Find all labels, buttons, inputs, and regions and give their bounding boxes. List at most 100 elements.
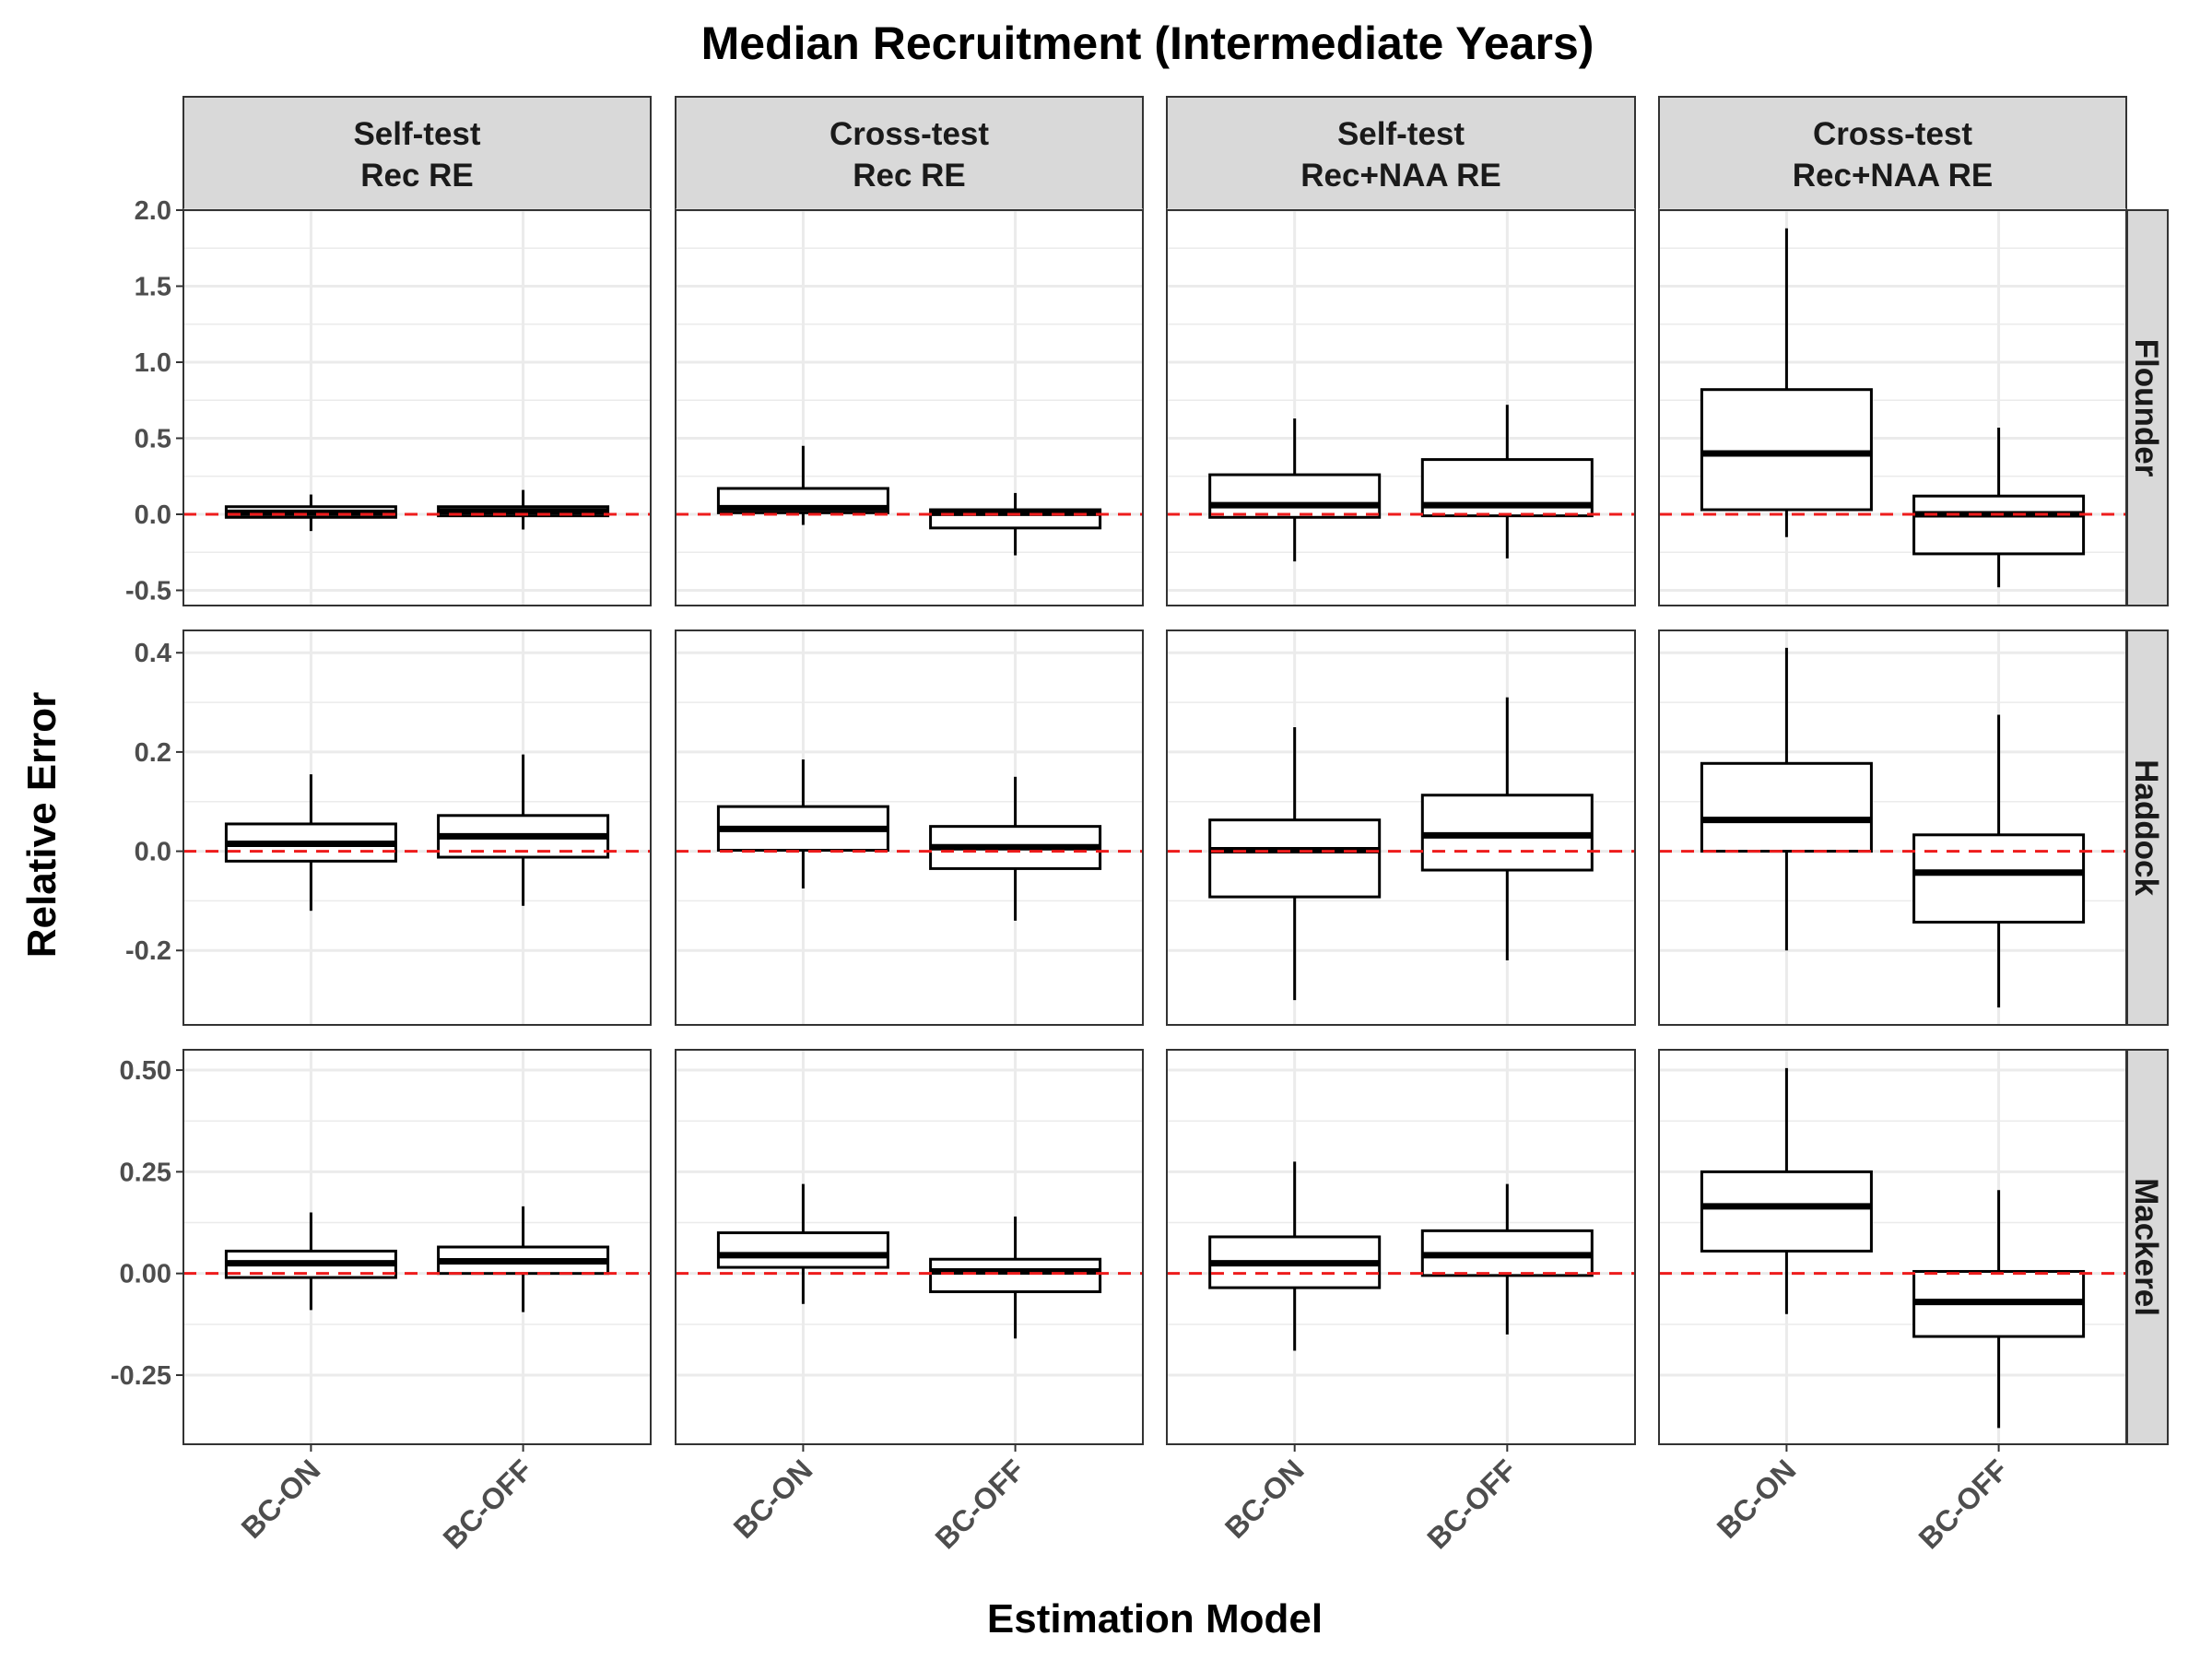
facet-strip-label: Cross-test — [1813, 116, 1972, 152]
x-tick-label: BC-ON — [1218, 1453, 1311, 1545]
facet-strip-column — [675, 96, 1144, 211]
boxplot-bc-off — [929, 776, 1102, 921]
panel-border — [182, 209, 652, 606]
box-iqr — [1912, 833, 2086, 924]
panel — [1658, 1049, 2127, 1445]
y-tick-label: 0.25 — [120, 1158, 171, 1187]
panel-grid: Self-test Rec RE Cross-test Rec RE Self-test… — [111, 96, 2169, 1555]
panel-border — [675, 629, 1144, 1026]
panel — [1658, 208, 2127, 606]
boxplot-bc-off — [437, 489, 610, 530]
facet-strip-column — [1166, 96, 1636, 211]
facet-strip-row — [2126, 209, 2169, 606]
panel-border — [675, 1049, 1144, 1445]
panel — [182, 208, 652, 606]
boxplot-bc-on — [716, 1183, 889, 1304]
panel-border — [1658, 1049, 2127, 1445]
boxplot-bc-on — [1700, 1067, 1873, 1314]
facet-strip-row — [2126, 629, 2169, 1026]
facet-strip-label: Rec RE — [360, 158, 474, 194]
boxplot-bc-on — [224, 774, 397, 912]
x-tick-label: BC-OFF — [437, 1453, 539, 1555]
boxplot-bc-on — [716, 445, 889, 525]
box-iqr — [1700, 388, 1873, 512]
boxplot-bc-on — [1700, 228, 1873, 537]
x-axis-title: Estimation Model — [987, 1596, 1323, 1641]
panel-background — [676, 210, 1143, 606]
y-axis-title: Relative Error — [19, 692, 65, 959]
boxplot-bc-on — [1208, 1161, 1382, 1351]
y-tick-label: 0.5 — [135, 425, 171, 454]
panel-border — [1166, 1049, 1636, 1445]
x-tick-label: BC-ON — [235, 1453, 327, 1545]
x-tick-label: BC-OFF — [929, 1453, 1031, 1555]
panel-border — [1166, 629, 1636, 1026]
y-tick-label: -0.5 — [125, 577, 171, 606]
boxplot-bc-off — [1912, 1190, 2086, 1429]
panel — [675, 208, 1144, 606]
panel — [1166, 629, 1636, 1026]
panel — [675, 629, 1144, 1026]
panel-background — [183, 210, 651, 606]
panel-background — [1167, 210, 1635, 606]
facet-strip-label: Self-test — [353, 116, 480, 152]
panel — [1166, 1049, 1636, 1445]
panel-border — [1166, 209, 1636, 606]
box-iqr — [1208, 818, 1382, 899]
panel — [675, 1049, 1144, 1445]
y-tick-label: 0.4 — [135, 639, 171, 668]
y-tick-label: 0.2 — [135, 738, 171, 768]
boxplot-bc-on — [1700, 647, 1873, 951]
panel — [1658, 629, 2127, 1026]
y-tick-label: 0.50 — [120, 1056, 171, 1086]
boxplot-bc-off — [1912, 714, 2086, 1008]
facet-strip-label: Rec RE — [853, 158, 966, 194]
y-tick-label: 0.0 — [135, 838, 171, 867]
boxplot-bc-off — [1420, 697, 1594, 961]
facet-strip-label: Self-test — [1337, 116, 1465, 152]
facet-strip-column — [182, 96, 652, 211]
y-tick-label: 1.5 — [135, 273, 171, 302]
panel — [1166, 208, 1636, 606]
boxplot-bc-on — [1208, 418, 1382, 562]
box-iqr — [1912, 494, 2086, 556]
panel-border — [1658, 209, 2127, 606]
y-tick-label: 0.00 — [120, 1260, 171, 1289]
panel-border — [182, 629, 652, 1026]
y-tick-label: -0.25 — [111, 1361, 171, 1391]
facet-strip-label: Rec+NAA RE — [1300, 158, 1501, 194]
y-tick-label: 1.0 — [135, 348, 171, 378]
box-iqr — [929, 1257, 1102, 1294]
x-tick-label: BC-ON — [727, 1453, 819, 1545]
chart-title: Median Recruitment (Intermediate Years) — [701, 18, 1594, 69]
panel-border — [182, 1049, 652, 1445]
facet-strip-row — [2126, 1049, 2169, 1445]
box-iqr — [1700, 761, 1873, 853]
y-tick-label: -0.2 — [125, 936, 171, 966]
boxplot-bc-on — [1208, 726, 1382, 1001]
boxplot-bc-on — [716, 759, 889, 888]
facet-strip-row-label: Haddock — [2128, 759, 2164, 896]
boxplot-bc-off — [1420, 1183, 1594, 1335]
facet-strip-column — [1658, 96, 2127, 211]
y-tick-label: 0.0 — [135, 500, 171, 530]
facet-strip-label: Cross-test — [830, 116, 989, 152]
facet-strip-row-label: Flounder — [2128, 339, 2164, 477]
x-tick-label: BC-ON — [1711, 1453, 1803, 1545]
box-iqr — [716, 1231, 889, 1269]
y-tick-label: 2.0 — [135, 196, 171, 226]
panel-border — [1658, 629, 2127, 1026]
boxplot-bc-off — [1420, 405, 1594, 559]
box-iqr — [1208, 473, 1382, 519]
x-tick-label: BC-OFF — [1912, 1453, 2015, 1555]
panel — [182, 629, 652, 1026]
x-tick-label: BC-OFF — [1420, 1453, 1523, 1555]
panel-border — [675, 209, 1144, 606]
boxplot-bc-on — [224, 494, 397, 532]
box-iqr — [1700, 1170, 1873, 1253]
boxplot-bc-off — [929, 1216, 1102, 1339]
facet-strip-label: Rec+NAA RE — [1793, 158, 1994, 194]
facet-strip-row-label: Mackerel — [2128, 1178, 2164, 1316]
panel — [182, 1049, 652, 1445]
